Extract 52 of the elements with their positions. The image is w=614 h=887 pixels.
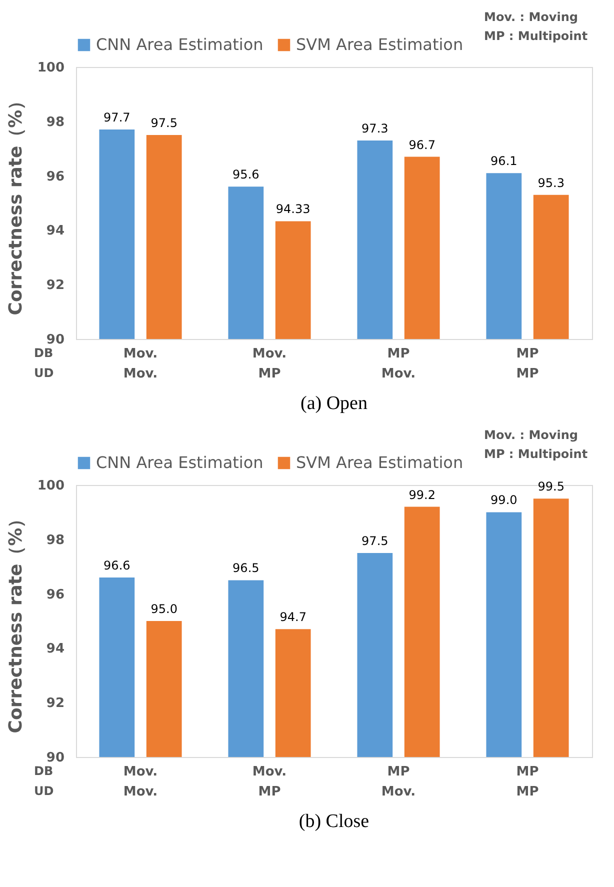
data-label: 95.6 [232,168,260,182]
y-tick-label: 98 [46,114,64,130]
data-label: 95.3 [538,176,564,190]
data-label: 99.2 [408,488,436,502]
y-tick-label: 90 [46,750,64,766]
data-label: 97.3 [362,121,388,136]
y-tick-label: 94 [46,224,64,239]
text: DB [34,346,54,360]
x-tick-label: MP MP [516,346,539,382]
x-tick-label: Mov. Mov. [123,346,158,382]
text: (b) Close [298,811,370,832]
data-label: 97.7 [104,110,130,125]
data-label: 99.0 [490,493,518,508]
data-label: 94.33 [276,202,310,216]
y-axis-title: Correctness rate（%） [5,510,26,734]
y-tick-label: 96 [46,587,64,602]
x-tick-label: Mov. MP [252,346,287,382]
data-label: 95.0 [150,602,178,616]
data-label: 96.6 [104,558,130,572]
x-tick-label: MP MP [516,764,539,800]
data-label: 97.5 [362,534,388,548]
y-tick-label: 100 [37,478,64,494]
legend-label: CNN Area Estimation [96,453,264,472]
text: Mov. : Moving [484,428,578,442]
y-tick-label: 92 [46,696,64,712]
text: UD [34,784,54,798]
data-label: 96.7 [408,138,436,152]
x-tick-label: Mov. MP [252,764,287,800]
legend-label: CNN Area Estimation [96,35,264,54]
y-tick-label: 94 [46,642,64,657]
y-tick-label: 96 [46,169,64,184]
legend-label: SVM Area Estimation [296,35,464,54]
y-tick-label: 100 [37,60,64,76]
legend-label: SVM Area Estimation [296,453,464,472]
data-label: 96.1 [490,154,518,168]
data-label: 96.5 [232,561,260,576]
y-tick-label: 90 [46,332,64,348]
data-label: 99.5 [538,480,564,494]
y-tick-label: 92 [46,278,64,294]
x-tick-label: MP Mov. [381,346,416,382]
text: Mov. : Moving [484,10,578,24]
text: MP : Multipoint [484,29,588,43]
y-axis-title: Correctness rate（%） [5,92,26,316]
text: UD [34,366,54,380]
x-tick-label: MP Mov. [381,764,416,800]
text: MP : Multipoint [484,447,588,461]
text: (a) Open [300,393,368,414]
data-label: 94.7 [280,610,306,624]
y-tick-label: 98 [46,532,64,548]
data-label: 97.5 [150,116,178,130]
text: DB [34,764,54,778]
x-tick-label: Mov. Mov. [123,764,158,800]
